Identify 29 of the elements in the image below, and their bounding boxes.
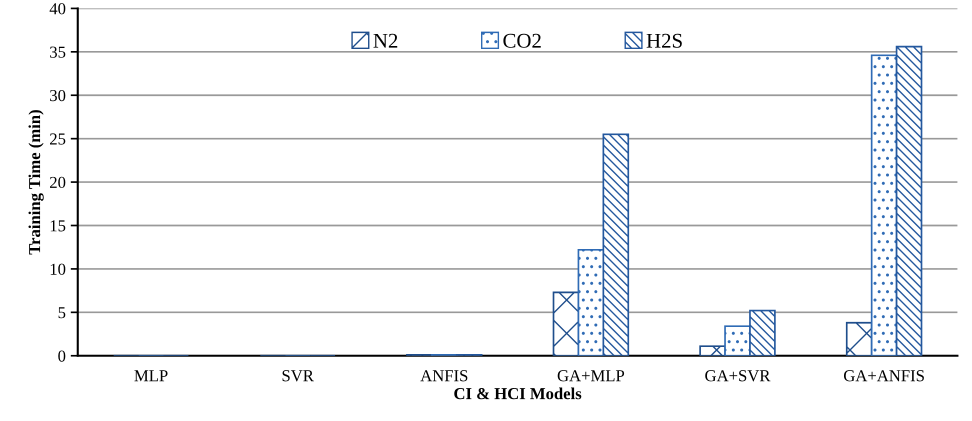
y-tick-label: 15 [50, 220, 66, 232]
y-tick-label: 25 [50, 133, 66, 145]
y-tick-label: 30 [50, 90, 66, 102]
bar [699, 345, 726, 356]
x-tick-label: GA+MLP [558, 370, 624, 382]
x-tick-label: SVR [282, 370, 314, 382]
y-tick-label: 10 [50, 264, 66, 275]
y-tick-label: 20 [50, 176, 66, 188]
x-tick-label: GA+ANFIS [844, 370, 924, 382]
bar [896, 46, 922, 356]
bar [578, 248, 604, 356]
y-axis-title: Training Time (min) [28, 110, 44, 255]
bar [724, 325, 751, 356]
y-tick-label: 5 [58, 307, 66, 318]
legend-label: CO2 [503, 34, 541, 48]
bar [846, 322, 872, 356]
x-tick-label: MLP [134, 370, 168, 382]
bar [552, 292, 580, 356]
x-tick-label: GA+SVR [705, 370, 770, 382]
y-tick-label: 35 [50, 46, 66, 58]
x-tick-label: ANFIS [420, 370, 468, 382]
legend-label: N2 [374, 34, 398, 48]
y-tick-label: 40 [50, 3, 66, 14]
legend-label: H2S [646, 34, 682, 48]
y-tick-label: 0 [58, 350, 66, 362]
x-axis-title: CI & HCI Models [454, 388, 582, 400]
bar [602, 133, 630, 356]
bar [870, 54, 898, 356]
bar [749, 310, 776, 356]
